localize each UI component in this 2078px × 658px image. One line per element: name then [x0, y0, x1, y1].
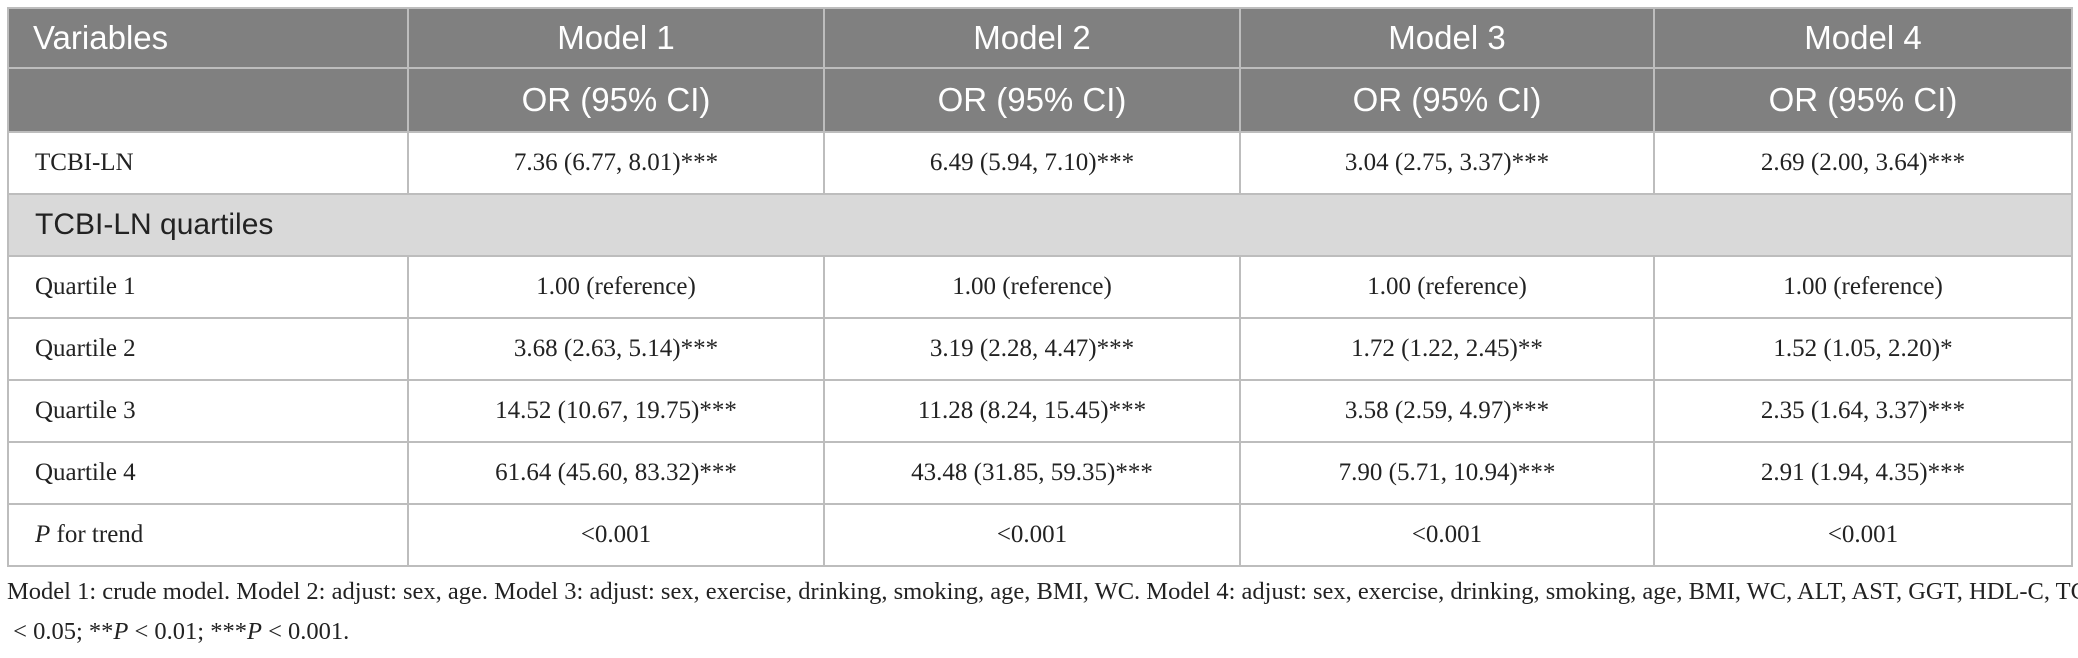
footnote: Model 1: crude model. Model 2: adjust: s… [7, 572, 2078, 652]
cell: 43.48 (31.85, 59.35)*** [823, 441, 1241, 505]
cell: <0.001 [407, 503, 825, 567]
footnote-part: < 0.05; ** [7, 618, 114, 645]
row-label-text: Quartile 2 [35, 335, 136, 362]
cell: 1.52 (1.05, 2.20)* [1653, 317, 2073, 381]
table-row: Quartile 4 61.64 (45.60, 83.32)*** 43.48 (… [7, 441, 2073, 505]
cell: 7.90 (5.71, 10.94)*** [1239, 441, 1655, 505]
cell: 2.69 (2.00, 3.64)*** [1653, 131, 2073, 195]
cell: 14.52 (10.67, 19.75)*** [407, 379, 825, 443]
subheader-cell: OR (95% CI) [1239, 67, 1655, 133]
row-label: Quartile 4 [7, 441, 409, 505]
row-label: TCBI-LN [7, 131, 409, 195]
footnote-part: Model 1: crude model. Model 2: adjust: s… [7, 578, 2078, 605]
cell: 7.36 (6.77, 8.01)*** [407, 131, 825, 195]
table-row: TCBI-LN quartiles [7, 193, 2073, 257]
footnote-part: P [113, 618, 129, 645]
subheader-row: OR (95% CI) OR (95% CI) OR (95% CI) OR (95%… [7, 67, 2073, 133]
footnote-part: P [246, 618, 262, 645]
row-label-text: for trend [50, 521, 144, 548]
header-row: Variables Model 1 Model 2 Model 3 Model 4 [7, 7, 2073, 69]
row-label: Quartile 1 [7, 255, 409, 319]
cell: 1.00 (reference) [823, 255, 1241, 319]
column-header: Model 4 [1653, 7, 2073, 69]
subheader-cell: OR (95% CI) [1653, 67, 2073, 133]
table-row: P for trend <0.001 <0.001 <0.001 <0.001 [7, 503, 2073, 567]
column-header: Model 3 [1239, 7, 1655, 69]
row-label-text: Quartile 3 [35, 397, 136, 424]
row-label-text: Quartile 4 [35, 459, 136, 486]
footnote-part: < 0.001. [261, 618, 350, 645]
subheader-cell: OR (95% CI) [823, 67, 1241, 133]
cell: <0.001 [823, 503, 1241, 567]
row-label: Quartile 2 [7, 317, 409, 381]
subheader-cell: OR (95% CI) [407, 67, 825, 133]
row-label: P for trend [7, 503, 409, 567]
cell: <0.001 [1239, 503, 1655, 567]
cell: 1.00 (reference) [1239, 255, 1655, 319]
section-label: TCBI-LN quartiles [7, 193, 2073, 257]
cell: 3.68 (2.63, 5.14)*** [407, 317, 825, 381]
table-row: Quartile 1 1.00 (reference) 1.00 (referenc… [7, 255, 2073, 319]
blank-header [7, 67, 409, 133]
cell: 1.00 (reference) [1653, 255, 2073, 319]
footnote-part: < 0.01; *** [128, 618, 247, 645]
cell: 1.00 (reference) [407, 255, 825, 319]
cell: 2.35 (1.64, 3.37)*** [1653, 379, 2073, 443]
cell: 3.04 (2.75, 3.37)*** [1239, 131, 1655, 195]
column-header: Variables [7, 7, 409, 69]
row-label-italic: P [35, 521, 51, 548]
table-row: TCBI-LN 7.36 (6.77, 8.01)*** 6.49 (5.94, 7… [7, 131, 2073, 195]
cell: 3.58 (2.59, 4.97)*** [1239, 379, 1655, 443]
cell: 2.91 (1.94, 4.35)*** [1653, 441, 2073, 505]
cell: 1.72 (1.22, 2.45)** [1239, 317, 1655, 381]
column-header: Model 1 [407, 7, 825, 69]
cell: 3.19 (2.28, 4.47)*** [823, 317, 1241, 381]
cell: 6.49 (5.94, 7.10)*** [823, 131, 1241, 195]
results-table: Variables Model 1 Model 2 Model 3 Model 4 OR … [7, 7, 2073, 567]
row-label-text: Quartile 1 [35, 273, 136, 300]
table-row: Quartile 3 14.52 (10.67, 19.75)*** 11.28 (… [7, 379, 2073, 443]
row-label: Quartile 3 [7, 379, 409, 443]
cell: 61.64 (45.60, 83.32)*** [407, 441, 825, 505]
column-header: Model 2 [823, 7, 1241, 69]
table-row: Quartile 2 3.68 (2.63, 5.14)*** 3.19 (2.28… [7, 317, 2073, 381]
row-label-text: TCBI-LN [35, 149, 134, 176]
cell: 11.28 (8.24, 15.45)*** [823, 379, 1241, 443]
cell: <0.001 [1653, 503, 2073, 567]
